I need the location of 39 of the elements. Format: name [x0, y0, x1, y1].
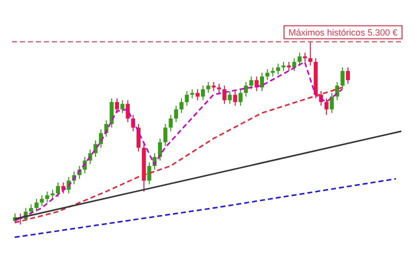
- candlestick: [233, 90, 238, 106]
- candlestick: [276, 63, 280, 76]
- candlestick: [115, 98, 120, 114]
- candlestick: [168, 114, 173, 132]
- candlestick: [120, 100, 124, 114]
- candlestick: [45, 191, 50, 204]
- candlestick: [298, 52, 302, 66]
- candlestick: [244, 81, 248, 98]
- candlestick: [147, 162, 152, 185]
- candlestick: [249, 76, 254, 90]
- candlestick: [330, 92, 334, 114]
- candlestick: [110, 98, 114, 128]
- candlestick: [163, 123, 168, 146]
- candlestick: [340, 66, 345, 90]
- candlestick: [265, 68, 270, 81]
- candlestick: [228, 90, 232, 104]
- candlestick: [286, 61, 291, 72]
- candlestick: [40, 194, 44, 207]
- candlestick: [206, 81, 210, 94]
- candlestick: [324, 98, 328, 116]
- candlestick: [34, 198, 38, 212]
- candlestick: [292, 58, 296, 72]
- candlestick: [29, 204, 34, 216]
- candlestick: [260, 72, 264, 92]
- candlestick: [281, 61, 286, 72]
- ref-line-label: Máximos históricos 5.300 €: [288, 28, 398, 38]
- candlestick: [238, 88, 243, 106]
- candlestick: [56, 182, 60, 198]
- candlestick: [270, 66, 275, 77]
- candlestick: [346, 66, 350, 84]
- candlestick: [179, 98, 184, 114]
- candlestick: [184, 90, 189, 106]
- candlestick: [196, 88, 200, 101]
- candlestick: [222, 85, 226, 104]
- candlestick: [174, 105, 178, 123]
- candlestick: [158, 138, 162, 162]
- candlestick: [200, 85, 205, 101]
- candlestick: [308, 41, 312, 66]
- candlestick: [212, 81, 216, 92]
